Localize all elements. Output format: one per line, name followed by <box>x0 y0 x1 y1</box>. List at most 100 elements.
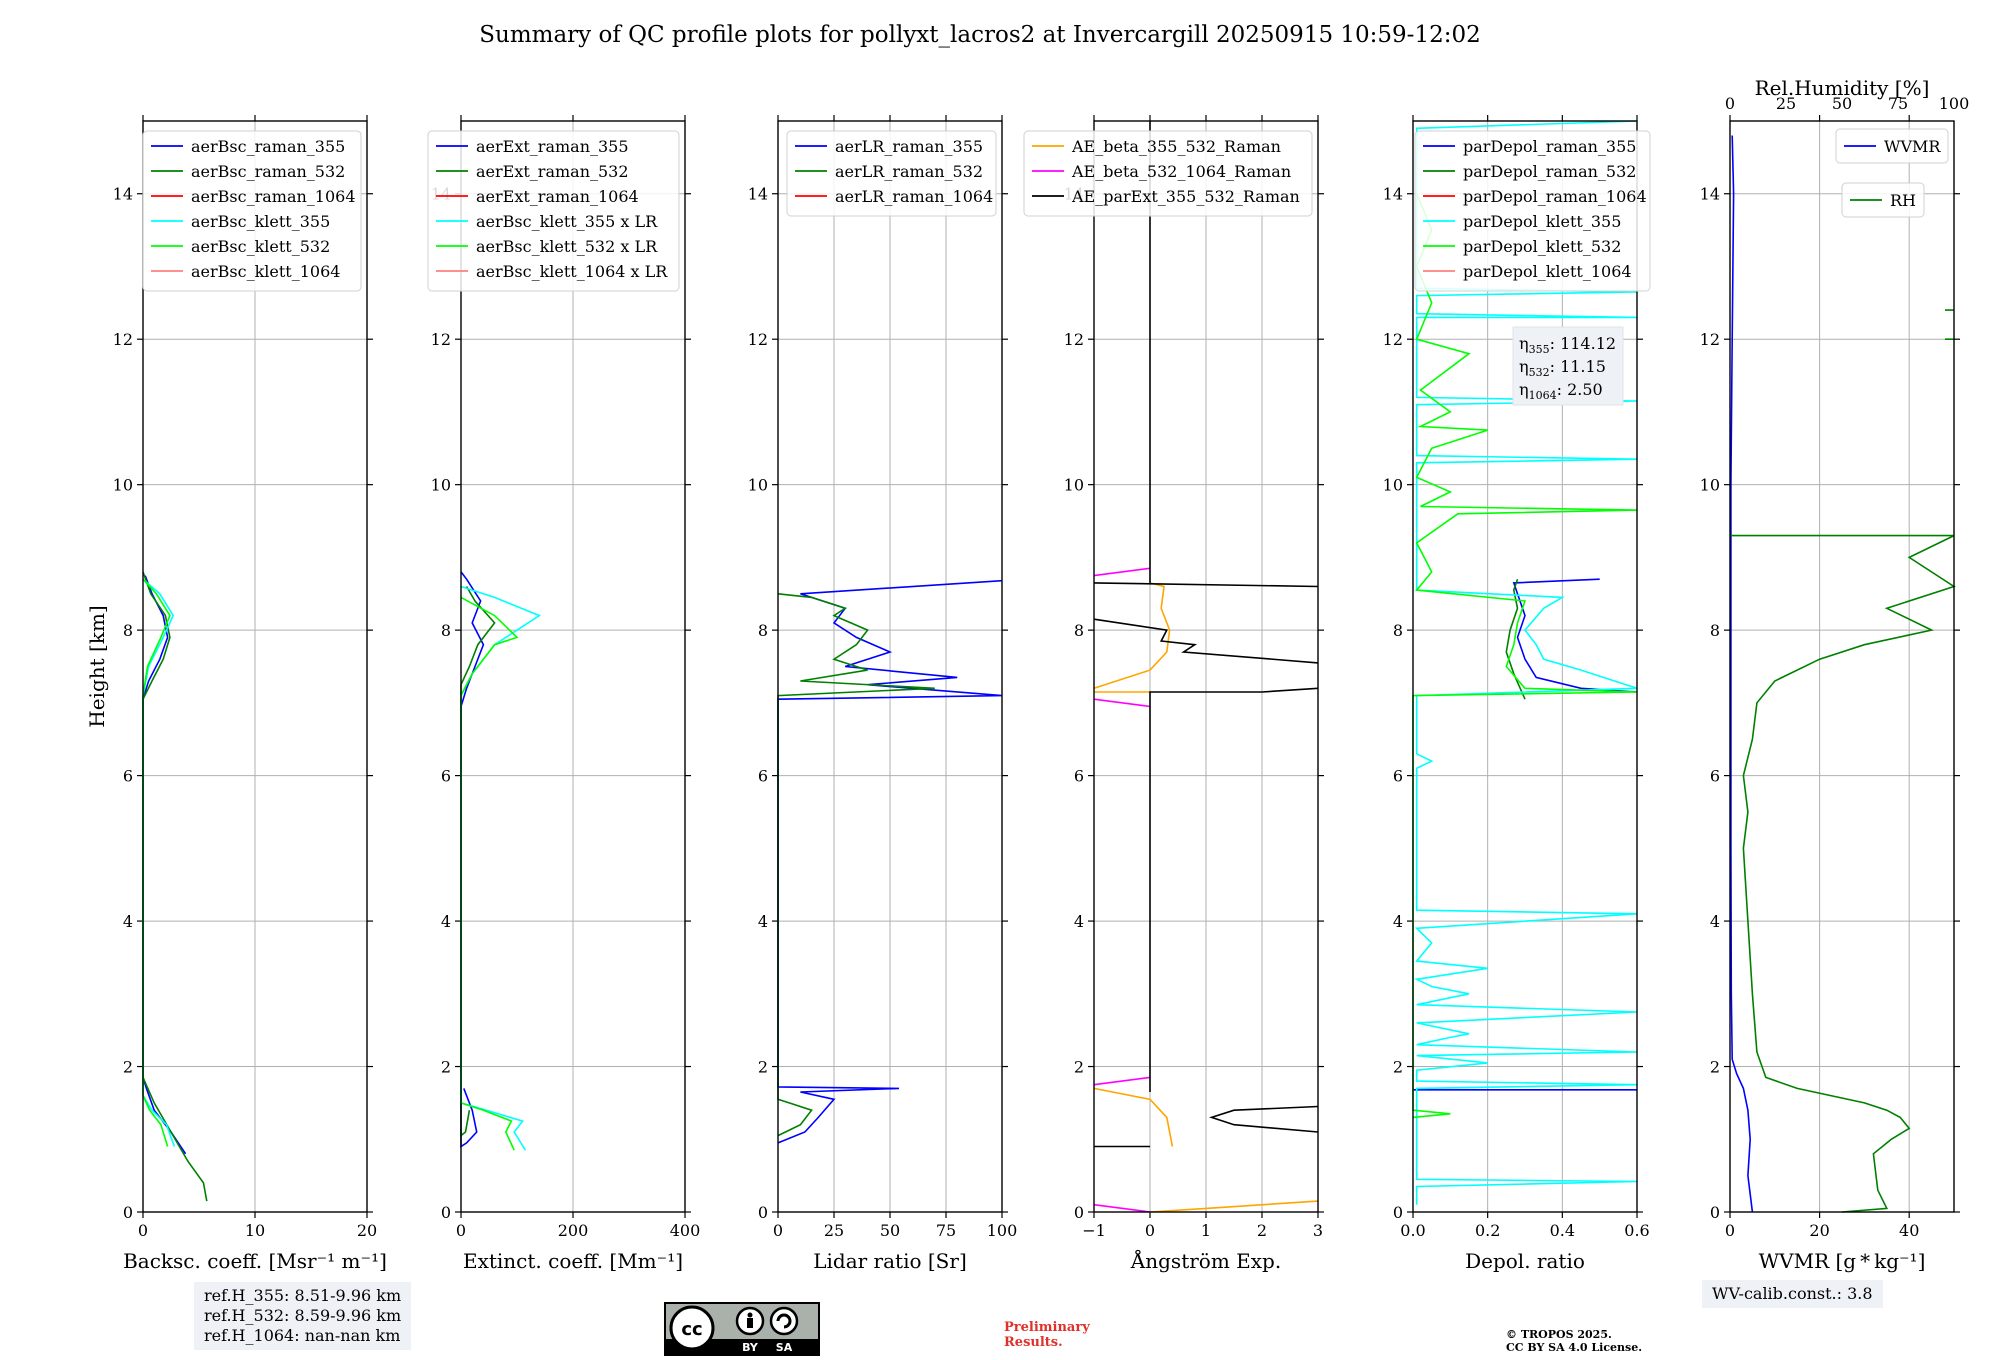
x-tick-label: 0 <box>456 1221 466 1240</box>
plot-frame <box>142 120 368 1213</box>
y-tick-label: 6 <box>1074 767 1084 786</box>
series-line-aerext-raman-355 <box>460 571 485 1148</box>
legend-label: aerBsc_raman_355 <box>191 137 345 156</box>
panel-3: 0 2 4 6 8 10 12 14 0 25 50 75 100 Lidar ratio [Sr] aer… <box>748 115 1018 1273</box>
legend-box <box>1414 130 1651 292</box>
legend-label: parDepol_raman_355 <box>1463 137 1636 156</box>
x-axis-label: Ångström Exp. <box>1130 1248 1281 1273</box>
x-tick-label: 1 <box>1201 1221 1211 1240</box>
preliminary-note: Preliminary Results. <box>1004 1320 1090 1350</box>
legend-label: aerLR_raman_355 <box>835 137 983 156</box>
y-tick-label: 6 <box>758 767 768 786</box>
plot-frame <box>1729 120 1955 1213</box>
cc-logo-icon: cc BY SA <box>666 1305 818 1354</box>
preliminary-line-1: Preliminary <box>1004 1320 1090 1335</box>
y-tick-label: 0 <box>758 1203 768 1222</box>
cc-by-text: BY <box>742 1341 759 1354</box>
y-tick-label: 12 <box>113 330 133 349</box>
y-tick-label: 14 <box>1700 185 1720 204</box>
x-tick-label: 400 <box>670 1221 701 1240</box>
x-tick-label: 0.6 <box>1624 1221 1649 1240</box>
y-tick-label: 4 <box>441 912 451 931</box>
y-tick-label: 10 <box>1383 476 1403 495</box>
cc-sa-text: SA <box>776 1341 793 1354</box>
y-tick-label: 8 <box>1710 621 1720 640</box>
legend: parDepol_raman_355 parDepol_raman_532 parD… <box>1414 130 1651 292</box>
legend-box <box>1835 128 1949 164</box>
x-axis-label: Backsc. coeff. [Msr⁻¹ m⁻¹] <box>123 1249 387 1273</box>
y-tick-label: 0 <box>441 1203 451 1222</box>
x-tick-label: 75 <box>936 1221 956 1240</box>
cc-logo-text: cc <box>681 1319 702 1340</box>
legend-label: parDepol_raman_532 <box>1463 162 1636 181</box>
y-tick-label: 2 <box>441 1058 451 1077</box>
x-tick-label: 0.0 <box>1400 1221 1425 1240</box>
y-tick-label: 12 <box>1383 330 1403 349</box>
x-tick-label: 10 <box>245 1221 265 1240</box>
legend-label: parDepol_raman_1064 <box>1463 187 1647 206</box>
series-line-aerbsc-raman-355 <box>142 575 187 1155</box>
y-tick-label: 6 <box>1393 767 1403 786</box>
eta-box-bg <box>1512 326 1624 406</box>
y-tick-label: 4 <box>758 912 768 931</box>
legend: AE_beta_355_532_Raman AE_beta_532_1064_Ra… <box>1023 130 1313 217</box>
series-line-ae-parext-355-532-raman <box>1093 121 1319 1148</box>
y-tick-label: 12 <box>1700 330 1720 349</box>
plot-frame <box>1412 120 1638 1213</box>
legend-label: aerBsc_klett_1064 <box>191 262 340 281</box>
legend-box <box>786 130 997 217</box>
x-axis-label: Lidar ratio [Sr] <box>813 1249 967 1273</box>
x-tick-label: 0 <box>1145 1221 1155 1240</box>
x-tick-label: 100 <box>987 1221 1018 1240</box>
top-x-axis-label: Rel.Humidity [%] <box>1755 76 1930 100</box>
legend-label: aerBsc_raman_1064 <box>191 187 356 206</box>
x-axis-label: Depol. ratio <box>1465 1249 1585 1273</box>
y-tick-label: 10 <box>748 476 768 495</box>
series-line-ae-beta-532-1064-raman <box>1093 567 1151 1213</box>
top-x-tick-label: 100 <box>1939 94 1970 113</box>
legend-box <box>427 130 680 292</box>
legend-label: aerExt_raman_355 <box>476 137 629 156</box>
ref-height-1064: ref.H_1064: nan-nan km <box>204 1326 401 1345</box>
y-tick-label: 4 <box>1074 912 1084 931</box>
legend-label: aerBsc_klett_532 <box>191 237 330 256</box>
x-tick-label: 200 <box>558 1221 589 1240</box>
x-axis-label: Extinct. coeff. [Mm⁻¹] <box>463 1249 683 1273</box>
legend-label: AE_parExt_355_532_Raman <box>1071 187 1300 206</box>
ref-height-355: ref.H_355: 8.51-9.96 km <box>204 1286 402 1305</box>
y-axis-label: Height [km] <box>85 605 109 727</box>
series-line-aerbsc-klett-532 <box>142 578 171 1147</box>
y-tick-label: 10 <box>431 476 451 495</box>
y-tick-label: 8 <box>1074 621 1084 640</box>
y-tick-label: 0 <box>1710 1203 1720 1222</box>
legend-rh: RH <box>1841 182 1925 218</box>
plot-frame <box>1093 120 1319 1213</box>
legend-label: parDepol_klett_532 <box>1463 237 1621 256</box>
legend: aerBsc_raman_355 aerBsc_raman_532 aerBsc_r… <box>142 130 362 292</box>
legend-label: parDepol_klett_1064 <box>1463 262 1632 281</box>
plot-frame <box>777 120 1003 1213</box>
y-tick-label: 14 <box>748 185 768 204</box>
y-tick-label: 6 <box>1710 767 1720 786</box>
y-tick-label: 4 <box>123 912 133 931</box>
y-tick-label: 10 <box>1700 476 1720 495</box>
legend-label: aerExt_raman_1064 <box>476 187 639 206</box>
legend: aerLR_raman_355 aerLR_raman_532 aerLR_rama… <box>786 130 997 217</box>
legend-label: parDepol_klett_355 <box>1463 212 1621 231</box>
wv-calib-box: WV-calib.const.: 3.8 <box>1702 1280 1883 1308</box>
panel-2: 024681012140200400Extinct. coeff. [Mm⁻¹]… <box>427 115 701 1273</box>
ref-height-box: ref.H_355: 8.51-9.96 km ref.H_532: 8.59-… <box>194 1282 412 1350</box>
cc-license-badge: cc BY SA <box>664 1302 820 1356</box>
copyright-note: © TROPOS 2025. CC BY SA 4.0 License. <box>1506 1328 1642 1354</box>
legend-label: aerBsc_klett_532 x LR <box>476 237 658 256</box>
x-tick-label: 50 <box>880 1221 900 1240</box>
legend: aerExt_raman_355 aerExt_raman_532 aerExt_r… <box>427 130 680 292</box>
y-tick-label: 12 <box>1064 330 1084 349</box>
y-tick-label: 2 <box>1710 1058 1720 1077</box>
y-tick-label: 14 <box>113 185 133 204</box>
x-tick-label: 0 <box>138 1221 148 1240</box>
x-tick-label: 20 <box>1809 1221 1829 1240</box>
x-tick-label: 0.2 <box>1475 1221 1500 1240</box>
